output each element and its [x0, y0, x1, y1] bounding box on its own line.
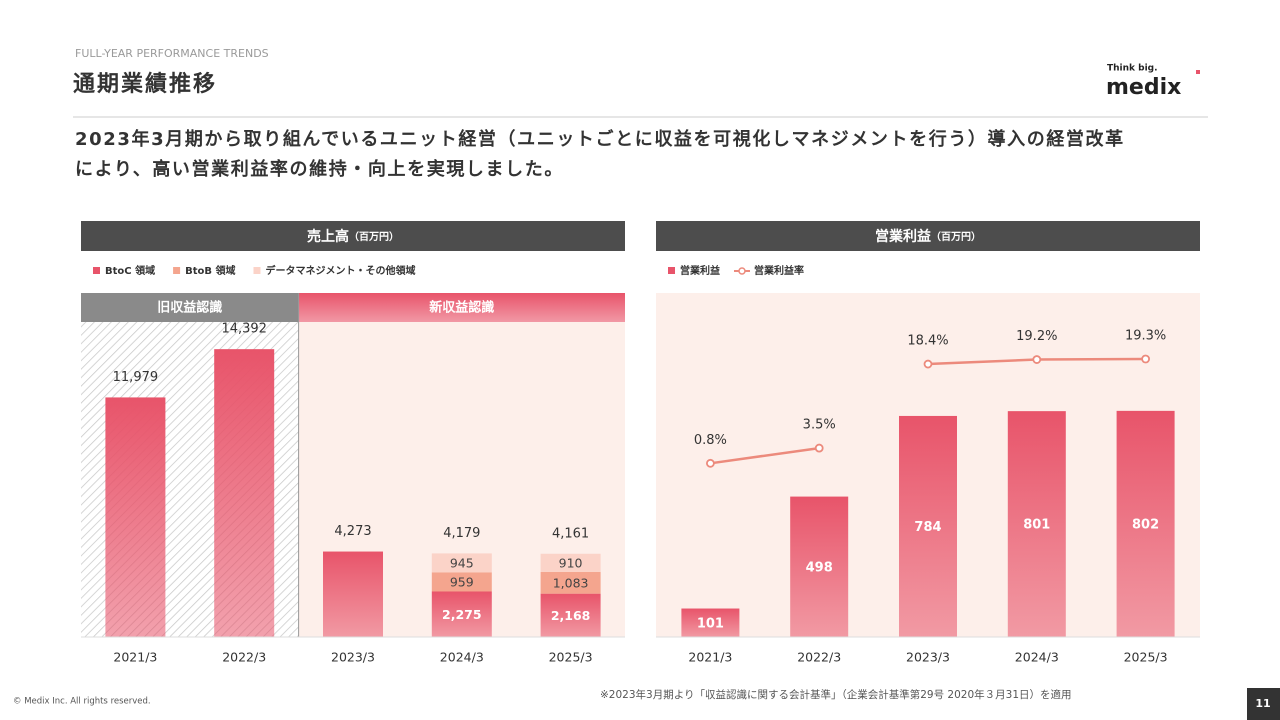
rate-label: 18.4%: [907, 334, 948, 349]
chart-unit: （百万円）: [931, 230, 981, 243]
kicker: FULL-YEAR PERFORMANCE TRENDS: [75, 47, 269, 60]
legend-swatch: [668, 267, 675, 274]
total-label: 4,273: [334, 524, 371, 539]
chart-header: [81, 221, 625, 251]
bar-segment: [431, 553, 492, 573]
x-tick-label: 2024/3: [1015, 650, 1059, 665]
rate-line: [710, 446, 820, 465]
region-header: [81, 293, 299, 322]
rate-label: 3.5%: [803, 418, 836, 433]
chart-title: 営業利益（百万円）: [875, 228, 981, 245]
bar-segment: [323, 551, 383, 637]
legend-marker: [738, 267, 746, 275]
x-tick-label: 2025/3: [1124, 650, 1168, 665]
bar: [790, 496, 849, 637]
segment-label: 2,168: [551, 608, 591, 623]
x-tick-label: 2023/3: [331, 650, 375, 665]
rate-marker: [1141, 354, 1150, 364]
segment-label: 959: [450, 574, 474, 589]
chart-title: 売上高（百万円）: [307, 228, 399, 245]
chart-header: [656, 221, 1200, 251]
total-label: 14,392: [221, 322, 267, 337]
bar-segment: [105, 397, 166, 637]
logo: medix: [1106, 75, 1181, 100]
bar-segment: [540, 553, 601, 572]
bar: [1007, 411, 1066, 637]
rate-label: 19.2%: [1016, 329, 1057, 344]
lead-line: により、高い営業利益率の維持・向上を実現しました。: [75, 158, 564, 180]
bar: [681, 608, 740, 637]
legend-label: 営業利益: [680, 264, 720, 277]
page-box: [1247, 688, 1280, 720]
footnote: ※2023年3月期より「収益認識に関する会計基準」（企業会計基準第29号 202…: [600, 688, 1072, 701]
bar: [899, 415, 957, 637]
chart-title-text: 営業利益: [875, 228, 931, 245]
bar-label: 802: [1132, 517, 1159, 532]
x-tick-label: 2023/3: [906, 650, 950, 665]
bar-segment: [540, 571, 601, 594]
chart-unit: （百万円）: [349, 230, 399, 243]
rate-label: 19.3%: [1125, 328, 1166, 343]
chart-title-text: 売上高: [307, 228, 349, 245]
bar-label: 784: [914, 520, 941, 535]
x-tick-label: 2021/3: [688, 650, 732, 665]
segment-label: 910: [559, 555, 583, 570]
x-tick-label: 2022/3: [222, 650, 266, 665]
x-tick-label: 2024/3: [440, 650, 484, 665]
rate-marker: [706, 458, 715, 468]
logo-tag: Think big.: [1107, 64, 1158, 74]
legend-swatch: [93, 267, 100, 274]
bar-label: 101: [697, 616, 724, 631]
legend-swatch: [253, 267, 261, 274]
bar-segment: [431, 591, 492, 637]
region-label: 新収益認識: [429, 300, 494, 316]
legend-label: データマネジメント・その他領域: [265, 264, 415, 277]
copyright: © Medix Inc. All rights reserved.: [13, 697, 151, 707]
legend-swatch: [173, 267, 181, 274]
total-label: 4,179: [443, 526, 480, 541]
bar-segment: [540, 593, 601, 637]
segment-label: 945: [450, 555, 474, 570]
segment-label: 2,275: [442, 607, 482, 622]
page-title: 通期業績推移: [73, 71, 217, 97]
legend-label: BtoC 領域: [105, 264, 155, 277]
region-header: [298, 293, 625, 322]
x-tick-label: 2025/3: [549, 650, 593, 665]
bar-label: 498: [806, 560, 833, 575]
lead-line: 2023年3月期から取り組んでいるユニット経営（ユニットごとに収益を可視化しマネ…: [75, 128, 1125, 150]
rate-marker: [1032, 355, 1042, 364]
total-label: 11,979: [113, 370, 159, 385]
legend-label: BtoB 領域: [185, 264, 235, 277]
logo-dot: [1196, 70, 1200, 74]
segment-label: 1,083: [553, 575, 589, 590]
total-label: 4,161: [552, 526, 589, 541]
rate-label: 0.8%: [694, 433, 727, 448]
x-tick-label: 2021/3: [113, 650, 157, 665]
legend-label: 営業利益率: [754, 264, 804, 277]
x-tick-label: 2022/3: [797, 650, 841, 665]
bar-label: 801: [1023, 518, 1050, 533]
bar-segment: [214, 349, 275, 637]
rate-marker: [923, 359, 933, 369]
bar-segment: [431, 572, 492, 592]
page-number: 11: [1255, 697, 1270, 710]
region-label: 旧収益認識: [157, 300, 222, 316]
rate-marker: [814, 443, 824, 453]
bar: [1116, 410, 1175, 637]
